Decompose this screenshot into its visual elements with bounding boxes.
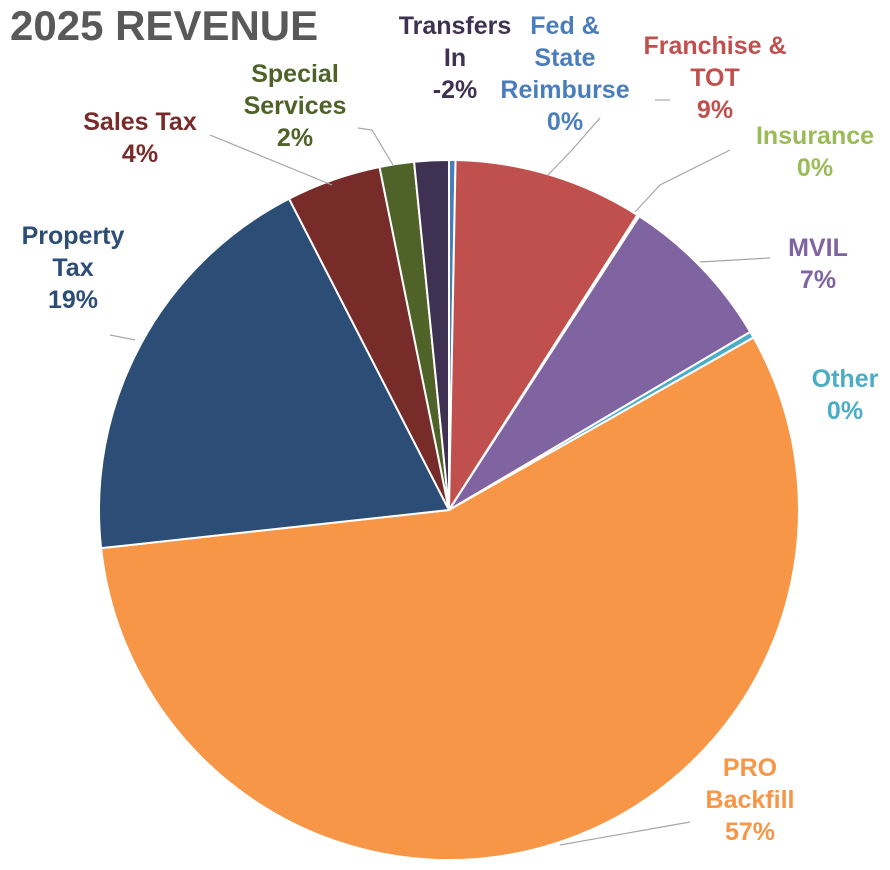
category-label: PRO Backfill (705, 754, 795, 814)
category-label: Special Services (243, 60, 347, 120)
pie-slice (448, 214, 752, 511)
slice-label: MVIL 7% (768, 232, 868, 296)
slice-label: Property Tax 19% (3, 220, 143, 316)
slice-label: Insurance 0% (740, 120, 890, 184)
slice-label: Franchise & TOT 9% (640, 30, 790, 126)
leader-line (634, 149, 731, 213)
value-label: 57% (724, 818, 776, 846)
slice-label: Fed & State Reimburse 0% (498, 10, 633, 138)
category-label: MVIL (788, 234, 848, 262)
category-label: Other (811, 365, 879, 393)
leader-line (109, 334, 136, 341)
slice-label: Transfers In -2% (395, 10, 515, 106)
category-label: Sales Tax (83, 108, 197, 136)
category-label: Transfers In (398, 12, 512, 72)
pie-slice (447, 159, 639, 514)
category-label: Property Tax (21, 222, 125, 282)
slices (98, 158, 800, 861)
leader-line (547, 117, 601, 176)
category-label: Franchise & TOT (643, 32, 787, 92)
leader-line (357, 127, 394, 166)
leader-line (699, 257, 771, 263)
value-label: 7% (799, 266, 837, 294)
value-label: 0% (546, 108, 584, 136)
leader-line (209, 134, 333, 186)
value-label: 0% (826, 397, 864, 425)
value-label: 2% (276, 124, 314, 152)
chart-title: 2025 REVENUE (10, 2, 319, 49)
slice-label: Sales Tax 4% (60, 106, 220, 170)
value-label: -2% (432, 76, 478, 104)
leader-lines (109, 99, 771, 846)
value-label: 4% (121, 140, 159, 168)
category-label: Insurance (755, 122, 875, 150)
pie-slice (412, 158, 450, 511)
value-label: 19% (47, 286, 99, 314)
slice-label: Other 0% (795, 363, 890, 427)
slice-label: Special Services 2% (225, 58, 365, 154)
category-label: Fed & State Reimburse (500, 12, 630, 104)
pie-slice (99, 336, 800, 861)
slice-label: PRO Backfill 57% (690, 752, 810, 848)
value-label: 9% (696, 96, 734, 124)
leader-line (559, 821, 691, 846)
value-label: 0% (796, 154, 834, 182)
pie-slice (98, 197, 451, 550)
